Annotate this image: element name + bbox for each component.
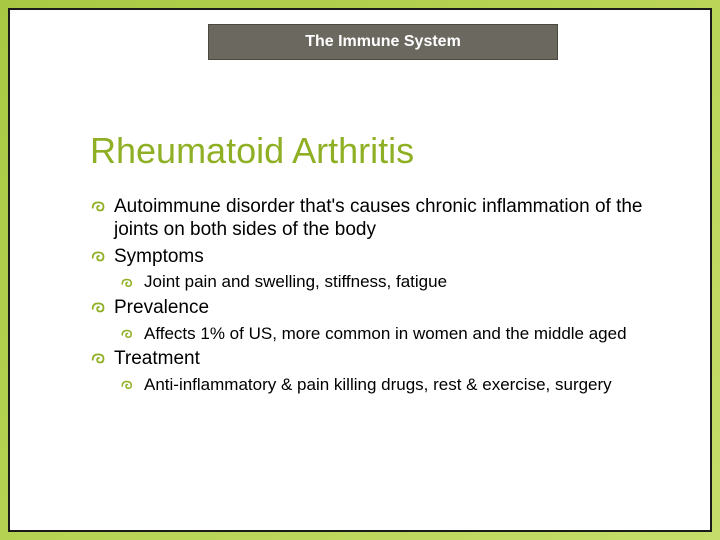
swirl-bullet-icon: [90, 246, 114, 266]
bullet-item: Treatment: [90, 348, 660, 371]
bullet-text: Affects 1% of US, more common in women a…: [144, 324, 660, 344]
bullet-text: Prevalence: [114, 297, 660, 320]
slide-frame: The Immune System Rheumatoid Arthritis A…: [8, 8, 712, 532]
slide-title: Rheumatoid Arthritis: [90, 130, 660, 172]
bullet-text: Treatment: [114, 348, 660, 371]
bullet-item: Autoimmune disorder that's causes chroni…: [90, 196, 660, 242]
bullet-list: Autoimmune disorder that's causes chroni…: [90, 196, 660, 395]
bullet-text: Joint pain and swelling, stiffness, fati…: [144, 272, 660, 292]
swirl-bullet-icon: [120, 375, 144, 395]
bullet-item: Affects 1% of US, more common in women a…: [120, 324, 660, 344]
swirl-bullet-icon: [90, 196, 114, 216]
bullet-item: Symptoms: [90, 246, 660, 269]
swirl-bullet-icon: [90, 297, 114, 317]
swirl-bullet-icon: [120, 272, 144, 292]
bullet-text: Anti-inflammatory & pain killing drugs, …: [144, 375, 660, 395]
bullet-text: Autoimmune disorder that's causes chroni…: [114, 196, 660, 242]
swirl-bullet-icon: [90, 348, 114, 368]
swirl-bullet-icon: [120, 324, 144, 344]
slide-content: Rheumatoid Arthritis Autoimmune disorder…: [90, 130, 660, 399]
bullet-item: Prevalence: [90, 297, 660, 320]
header-band: The Immune System: [208, 24, 558, 60]
bullet-text: Symptoms: [114, 246, 660, 269]
header-label: The Immune System: [305, 33, 461, 51]
bullet-item: Anti-inflammatory & pain killing drugs, …: [120, 375, 660, 395]
bullet-item: Joint pain and swelling, stiffness, fati…: [120, 272, 660, 292]
